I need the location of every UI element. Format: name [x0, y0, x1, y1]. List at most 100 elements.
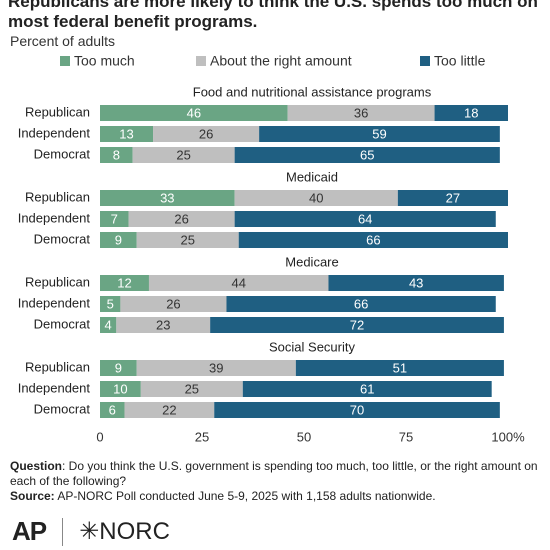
chart: Too much About the right amount Too little…	[18, 53, 525, 445]
bar-segment	[214, 402, 500, 418]
value-label: 10	[113, 381, 127, 396]
category-label: Republican	[25, 104, 90, 119]
source: Source: AP-NORC Poll conducted June 5-9,…	[10, 489, 540, 504]
value-label: 25	[180, 232, 194, 247]
chart-subtitle: Percent of adults	[10, 33, 116, 49]
bar-segment	[100, 402, 125, 418]
legend-label: About the right amount	[210, 53, 352, 69]
bar-segment	[397, 190, 508, 206]
bar-segment	[328, 275, 504, 291]
value-label: 36	[354, 105, 368, 120]
bar-segment	[238, 232, 508, 248]
value-label: 33	[160, 190, 174, 205]
panel-title: Medicare	[285, 254, 338, 269]
bar-segment	[100, 105, 288, 121]
logo-ap: AP	[12, 516, 47, 546]
value-label: 43	[409, 275, 423, 290]
value-label: 25	[185, 381, 199, 396]
x-tick-label: 0	[96, 429, 103, 444]
value-label: 12	[117, 275, 131, 290]
bar-segment	[259, 126, 500, 142]
question-label: Question	[10, 459, 63, 473]
category-label: Independent	[18, 295, 91, 310]
value-label: 61	[360, 381, 374, 396]
category-label: Independent	[18, 210, 91, 225]
category-label: Independent	[18, 380, 91, 395]
legend-label: Too little	[434, 53, 486, 69]
panel-title: Medicaid	[286, 169, 338, 184]
category-label: Republican	[25, 189, 90, 204]
bar-segment	[140, 381, 243, 397]
value-label: 13	[119, 126, 133, 141]
value-label: 64	[358, 211, 372, 226]
value-label: 23	[156, 317, 170, 332]
value-label: 9	[115, 360, 122, 375]
bar-segment	[128, 211, 235, 227]
question-text: : Do you think the U.S. government is sp…	[10, 459, 538, 488]
value-label: 6	[109, 402, 116, 417]
chart-title: Republicans are more likely to think the…	[8, 0, 538, 31]
value-label: 26	[199, 126, 213, 141]
source-text: AP-NORC Poll conducted June 5-9, 2025 wi…	[54, 489, 436, 503]
logo-norc-text: NORC	[99, 518, 170, 545]
bar-segment	[295, 360, 504, 376]
bar-segment	[234, 211, 496, 227]
value-label: 27	[446, 190, 460, 205]
category-label: Democrat	[34, 231, 91, 246]
legend-swatch	[420, 56, 430, 66]
x-tick-label: 75	[399, 429, 413, 444]
value-label: 46	[187, 105, 201, 120]
bar-segment	[287, 105, 435, 121]
bar-segment	[148, 275, 329, 291]
category-label: Democrat	[34, 401, 91, 416]
bar-segment	[100, 232, 137, 248]
source-label: Source:	[10, 489, 55, 503]
footnote: Question: Do you think the U.S. governme…	[10, 459, 540, 504]
value-label: 8	[113, 147, 120, 162]
value-label: 66	[354, 296, 368, 311]
value-label: 9	[115, 232, 122, 247]
value-label: 26	[174, 211, 188, 226]
bar-segment	[136, 232, 239, 248]
bar-segment	[434, 105, 508, 121]
value-label: 44	[231, 275, 245, 290]
bar-segment	[100, 275, 149, 291]
legend-swatch	[60, 56, 70, 66]
value-label: 25	[176, 147, 190, 162]
x-tick-label: 25	[195, 429, 209, 444]
bar-segment	[100, 126, 154, 142]
bar-segment	[116, 317, 211, 333]
category-label: Democrat	[34, 316, 91, 331]
value-label: 22	[162, 402, 176, 417]
category-label: Republican	[25, 359, 90, 374]
bar-segment	[124, 402, 215, 418]
bar-segment	[100, 296, 121, 312]
category-label: Republican	[25, 274, 90, 289]
logos: AP ✳NORC	[12, 516, 170, 547]
panel-title: Social Security	[269, 339, 355, 354]
value-label: 7	[111, 211, 118, 226]
panel-title: Food and nutritional assistance programs	[193, 84, 432, 99]
x-tick-label: 50	[297, 429, 311, 444]
x-tick-label: 100%	[491, 429, 525, 444]
logo-norc: ✳NORC	[79, 518, 170, 545]
value-label: 59	[372, 126, 386, 141]
value-label: 40	[309, 190, 323, 205]
value-label: 39	[209, 360, 223, 375]
legend-label: Too much	[74, 53, 135, 69]
value-label: 5	[107, 296, 114, 311]
legend-swatch	[196, 56, 206, 66]
logo-separator	[62, 517, 64, 546]
question: Question: Do you think the U.S. governme…	[10, 459, 540, 489]
value-label: 70	[350, 402, 364, 417]
bar-segment	[132, 147, 235, 163]
value-label: 65	[360, 147, 374, 162]
bar-segment	[100, 190, 235, 206]
bar-segment	[153, 126, 260, 142]
bar-segment	[136, 360, 296, 376]
bar-segment	[242, 381, 492, 397]
bar-segment	[100, 317, 117, 333]
value-label: 66	[366, 232, 380, 247]
value-label: 18	[464, 105, 478, 120]
